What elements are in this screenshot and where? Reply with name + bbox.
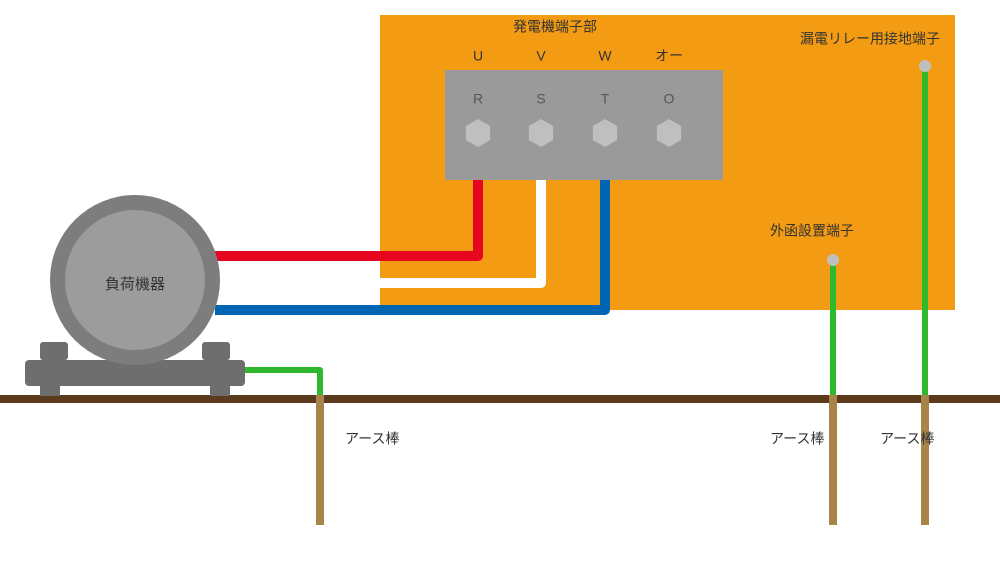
label-earth-rod: アース棒: [345, 431, 399, 447]
diagram-canvas: 発電機端子部漏電リレー用接地端子外函設置端子負荷機器 U V W オー R S T O アース棒 ア…: [0, 0, 1000, 566]
ground-terminal-node: [919, 60, 931, 72]
ground-terminal-node: [827, 254, 839, 266]
diagram-svg: 発電機端子部漏電リレー用接地端子外函設置端子負荷機器 U V W オー R S T O アース棒 ア…: [0, 0, 1000, 566]
device-foot: [40, 386, 60, 396]
label-load-device: 負荷機器: [105, 276, 165, 293]
label-ext-box: 外函設置端子: [770, 223, 854, 239]
label-top-top_o: オー: [655, 48, 683, 64]
ground-line: [0, 395, 1000, 403]
label-top-top_u: U: [473, 48, 483, 64]
label-earth-rod: アース棒: [880, 431, 934, 447]
label-rst-t: T: [601, 91, 610, 107]
label-rst-r: R: [473, 91, 483, 107]
earth-rod: [316, 395, 324, 525]
earth-rod: [829, 395, 837, 525]
earth-rod: [921, 395, 929, 525]
label-rst-s: S: [536, 91, 545, 107]
label-leak-relay: 漏電リレー用接地端子: [800, 31, 940, 47]
label-earth-rod: アース棒: [770, 431, 824, 447]
label-top-top_w: W: [598, 48, 612, 64]
label-generator-title: 発電機端子部: [513, 19, 597, 35]
device-shoulder: [202, 342, 230, 360]
label-top-top_v: V: [536, 48, 546, 64]
device-foot: [210, 386, 230, 396]
label-rst-o: O: [664, 91, 675, 107]
device-shoulder: [40, 342, 68, 360]
